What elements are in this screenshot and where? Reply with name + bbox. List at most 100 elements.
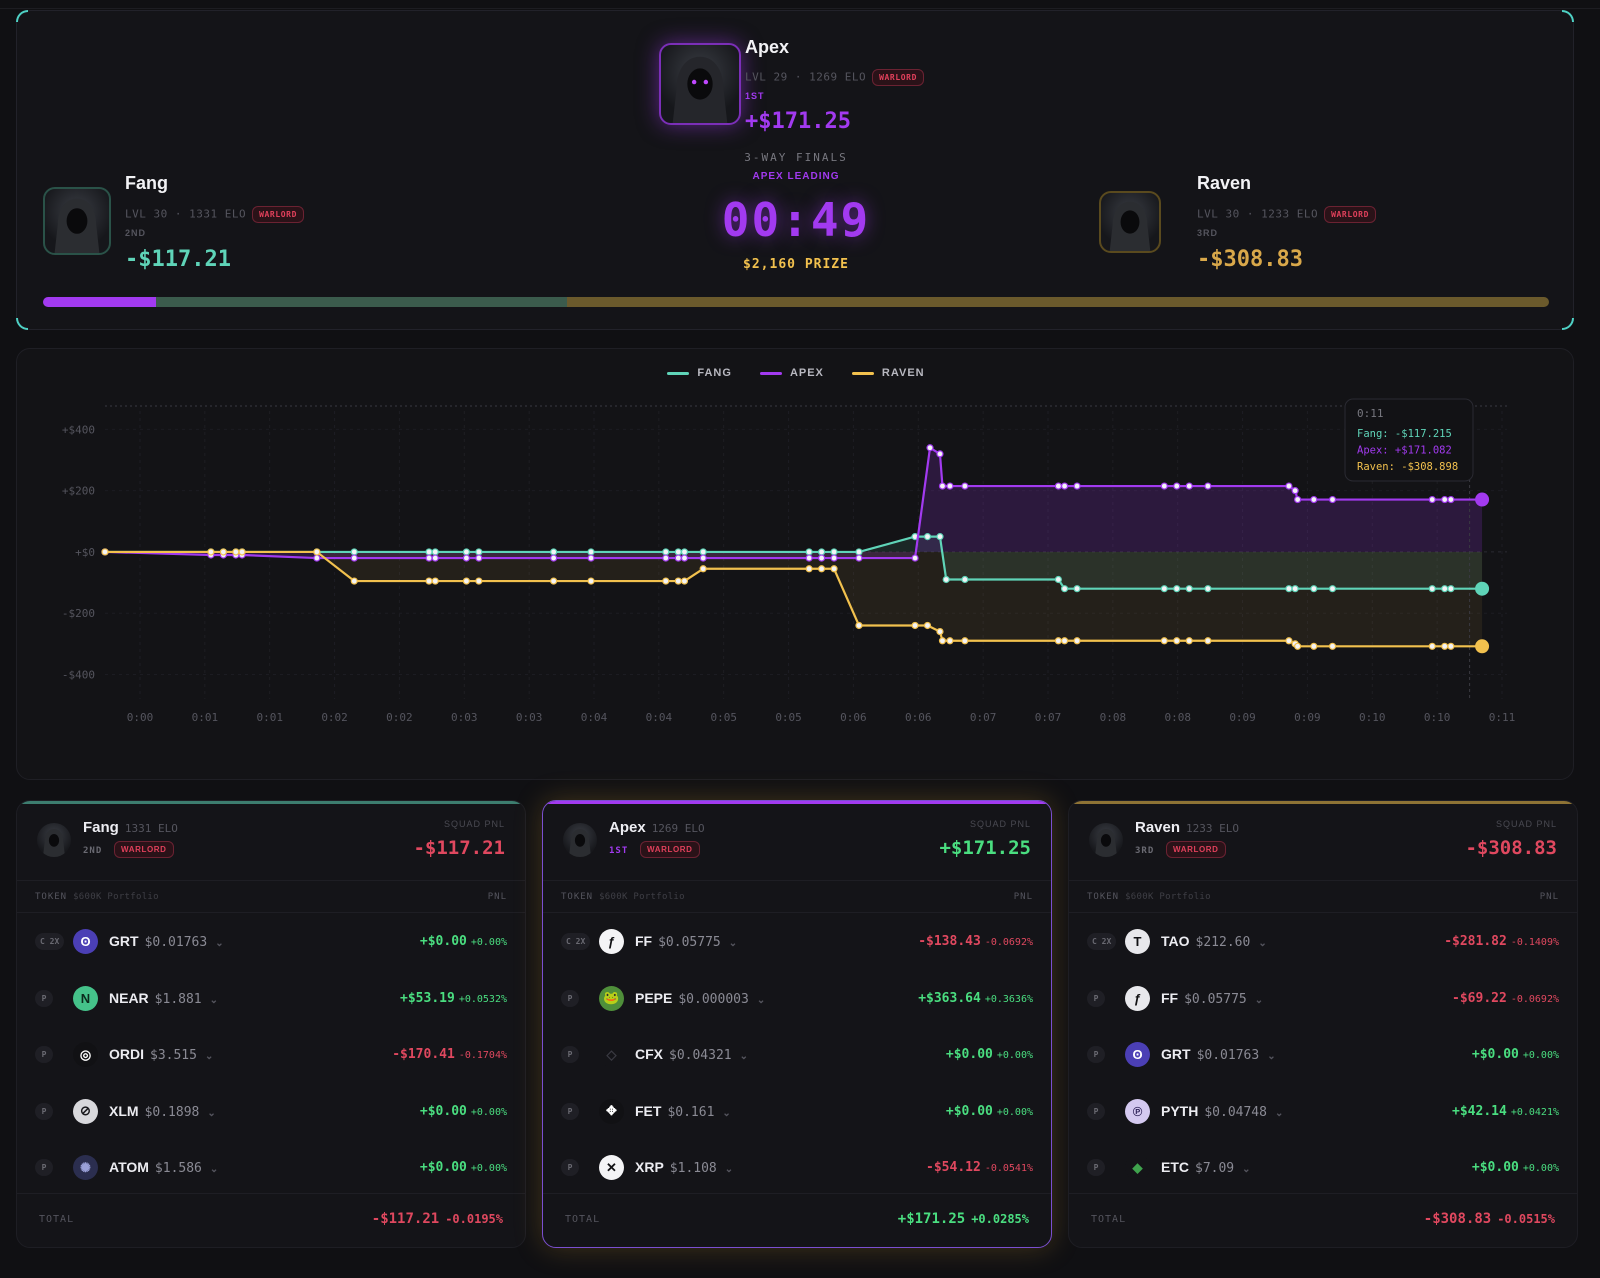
token-row[interactable]: P ⊘ XLM $0.1898 ⌄ +$0.00 +0.00% — [17, 1083, 525, 1140]
squad-name-text: Fang — [83, 819, 119, 836]
chevron-down-icon[interactable]: ⌄ — [739, 1051, 749, 1062]
data-point-raven — [1428, 642, 1436, 650]
token-row[interactable]: P 🐸 PEPE $0.000003 ⌄ +$363.64 +0.3636% — [543, 970, 1051, 1027]
raven-meta: LVL 30 · 1233 ELO WARLORD — [1197, 206, 1377, 223]
position-tag: C 2X — [1087, 933, 1117, 950]
token-row[interactable]: P ✺ ATOM $1.586 ⌄ +$0.00 +0.00% — [17, 1139, 525, 1196]
data-point-apex — [350, 554, 358, 562]
raven-pnl: -$308.83 — [1197, 247, 1303, 272]
squad-rank: 1ST — [609, 846, 629, 856]
chevron-down-icon[interactable]: ⌄ — [722, 1107, 731, 1119]
data-point-raven — [425, 577, 433, 585]
token-table-header: TOKEN $600K Portfolio PNL — [543, 881, 1051, 913]
x-tick-label: 0:07 — [1035, 711, 1062, 724]
chevron-down-icon[interactable]: ⌄ — [724, 1164, 734, 1175]
data-point-fang — [425, 548, 433, 556]
data-point-raven — [1310, 642, 1318, 650]
token-symbol: GRT — [1161, 1046, 1191, 1062]
chevron-down-icon[interactable]: ⌄ — [1267, 1051, 1276, 1062]
chevron-down-icon[interactable]: ⌄ — [204, 1051, 214, 1062]
tooltip-line-raven: Raven: -$308.898 — [1357, 461, 1458, 473]
match-header: Apex LVL 29 · 1269 ELO WARLORD 1ST +$171.… — [16, 10, 1574, 330]
token-pnl-pct: +0.00% — [1522, 1163, 1559, 1174]
col-pnl: PNL — [1013, 892, 1033, 902]
legend-swatch — [851, 371, 874, 375]
y-tick-label: -$400 — [62, 668, 95, 681]
token-table-header: TOKEN $600K Portfolio PNL — [1069, 881, 1577, 913]
legend-item-fang[interactable]: FANG — [667, 367, 732, 379]
data-point-fang — [431, 548, 439, 556]
chevron-down-icon[interactable]: ⌄ — [207, 1107, 216, 1119]
legend-swatch — [759, 371, 782, 375]
data-point-raven — [232, 548, 240, 556]
token-row[interactable]: P N NEAR $1.881 ⌄ +$53.19 +0.0532% — [17, 970, 525, 1027]
data-point-raven — [313, 548, 321, 556]
squad-name-text: Apex — [609, 819, 646, 836]
squad-card-fang[interactable]: Fang 1331 ELO 2ND WARLORD SQUAD PNL -$117.21 T… — [16, 800, 526, 1248]
data-point-apex — [1428, 495, 1436, 504]
hooded-figure-icon — [672, 56, 728, 123]
token-name: ATOM $1.586 ⌄ — [109, 1159, 218, 1176]
chevron-down-icon[interactable]: ⌄ — [209, 994, 219, 1006]
token-name: NEAR $1.881 ⌄ — [109, 990, 218, 1007]
data-point-raven — [1475, 639, 1490, 654]
token-row[interactable]: P ℗ PYTH $0.04748 ⌄ +$42.14 +0.0421% — [1069, 1083, 1577, 1140]
total-pct: +0.0285% — [971, 1212, 1029, 1226]
raven-avatar[interactable] — [1099, 191, 1161, 253]
fang-meta: LVL 30 · 1331 ELO WARLORD — [125, 206, 305, 223]
token-symbol: ETC — [1161, 1159, 1189, 1175]
token-row[interactable]: P ◆ ETC $7.09 ⌄ +$0.00 +0.00% — [1069, 1139, 1577, 1196]
token-pnl: -$54.12 -0.0541% — [926, 1160, 1033, 1175]
token-pnl: -$138.43 -0.0692% — [918, 934, 1033, 949]
chevron-down-icon[interactable]: ⌄ — [215, 938, 224, 949]
legend-item-raven[interactable]: RAVEN — [851, 367, 925, 379]
chevron-down-icon[interactable]: ⌄ — [756, 994, 766, 1006]
progress-segment-apex — [43, 297, 156, 307]
squad-card-apex[interactable]: Apex 1269 ELO 1ST WARLORD SQUAD PNL +$171.25 T… — [542, 800, 1052, 1248]
token-row[interactable]: P ◎ ORDI $3.515 ⌄ -$170.41 -0.1704% — [17, 1026, 525, 1083]
squad-card-raven[interactable]: Raven 1233 ELO 3RD WARLORD SQUAD PNL -$308.83… — [1068, 800, 1578, 1248]
x-tick-label: 0:04 — [646, 711, 673, 724]
pnl-line-chart[interactable]: 0:00 0:01 0:01 0:02 0:02 0:03 0:03 0:04 0:04 0:05… — [17, 349, 1573, 779]
token-pnl: -$69.22 -0.0692% — [1452, 991, 1559, 1006]
chevron-down-icon[interactable]: ⌄ — [1258, 938, 1267, 949]
position-tag: P — [35, 1046, 53, 1063]
token-pnl-pct: +0.00% — [470, 1106, 507, 1118]
token-pnl-value: +$0.00 — [945, 1103, 993, 1119]
legend-item-apex[interactable]: APEX — [759, 367, 824, 379]
chevron-down-icon[interactable]: ⌄ — [209, 1164, 219, 1175]
fang-avatar[interactable] — [43, 187, 111, 255]
token-pnl-value: -$281.82 — [1444, 934, 1507, 949]
col-portfolio: $600K Portfolio — [1125, 892, 1211, 902]
chevron-down-icon[interactable]: ⌄ — [1254, 994, 1264, 1006]
chevron-down-icon[interactable]: ⌄ — [1242, 1164, 1251, 1175]
data-point-fang — [1160, 585, 1168, 593]
apex-avatar[interactable] — [659, 43, 741, 125]
data-point-fang — [942, 575, 950, 584]
token-row[interactable]: C 2X T TAO $212.60 ⌄ -$281.82 -0.1409% — [1069, 913, 1577, 970]
token-row[interactable]: C 2X ʘ GRT $0.01763 ⌄ +$0.00 +0.00% — [17, 913, 525, 970]
ff-icon: ƒ — [599, 929, 624, 954]
token-row[interactable]: P ✥ FET $0.161 ⌄ +$0.00 +0.00% — [543, 1083, 1051, 1140]
squad-avatar — [563, 823, 597, 857]
data-point-raven — [830, 565, 838, 573]
token-pnl-pct: -0.1704% — [458, 1050, 507, 1061]
token-price: $0.000003 — [678, 991, 749, 1007]
token-price: $3.515 — [150, 1048, 197, 1063]
token-pnl: +$0.00 +0.00% — [1472, 1047, 1559, 1062]
token-row[interactable]: P ◇ CFX $0.04321 ⌄ +$0.00 +0.00% — [543, 1026, 1051, 1083]
chevron-down-icon[interactable]: ⌄ — [1274, 1107, 1284, 1119]
chevron-down-icon[interactable]: ⌄ — [728, 938, 738, 949]
data-point-fang — [805, 548, 813, 556]
hooded-figure-icon — [1094, 828, 1118, 857]
token-row[interactable]: P ✕ XRP $1.108 ⌄ -$54.12 -0.0541% — [543, 1139, 1051, 1196]
token-pnl-value: +$0.00 — [945, 1047, 993, 1062]
token-pnl-value: +$0.00 — [419, 1160, 467, 1175]
token-row[interactable]: C 2X ƒ FF $0.05775 ⌄ -$138.43 -0.0692% — [543, 913, 1051, 970]
match-timer: 00:49 — [721, 193, 871, 247]
total-label: TOTAL — [1091, 1214, 1127, 1225]
x-tick-label: 0:04 — [581, 711, 608, 724]
token-pnl-pct: +0.00% — [470, 1163, 507, 1174]
